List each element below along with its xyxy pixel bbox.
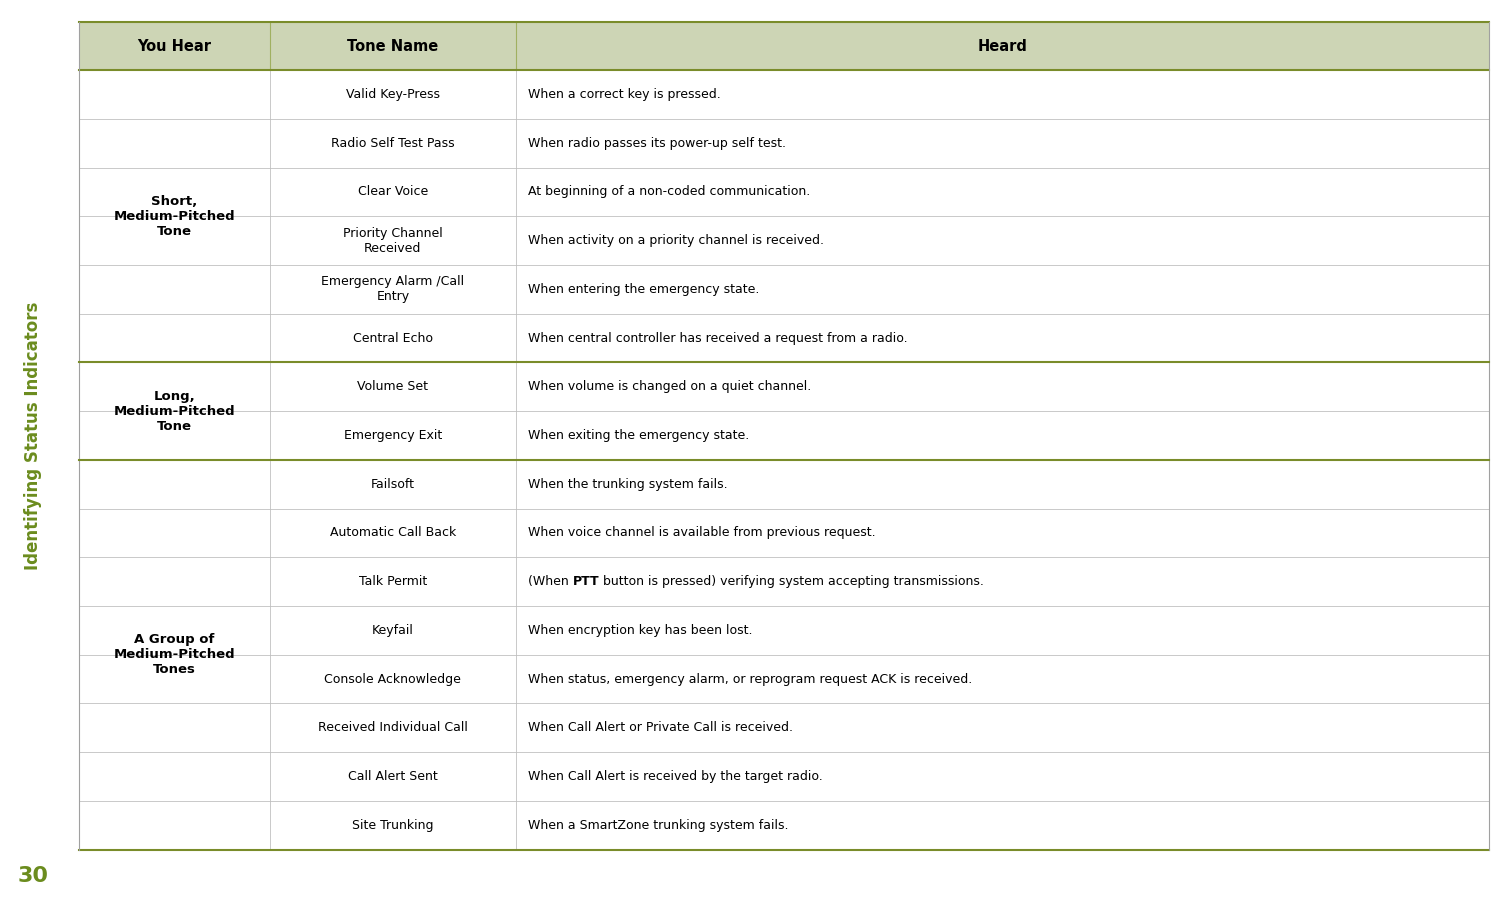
Text: Keyfail: Keyfail [373, 624, 414, 636]
Text: When the trunking system fails.: When the trunking system fails. [528, 477, 727, 491]
Bar [79, 314, 1489, 362]
Text: 30: 30 [18, 866, 48, 886]
Text: Call Alert Sent: Call Alert Sent [349, 770, 438, 783]
Text: Long,
Medium-Pitched
Tone: Long, Medium-Pitched Tone [114, 389, 235, 432]
Bar [79, 557, 1489, 606]
Text: Short,
Medium-Pitched
Tone: Short, Medium-Pitched Tone [114, 195, 235, 237]
Text: When voice channel is available from previous request.: When voice channel is available from pre… [528, 527, 875, 539]
Bar [79, 265, 1489, 314]
Text: Tone Name: Tone Name [347, 39, 438, 54]
Text: When central controller has received a request from a radio.: When central controller has received a r… [528, 332, 908, 344]
Text: Site Trunking: Site Trunking [352, 819, 434, 832]
Text: Console Acknowledge: Console Acknowledge [325, 672, 461, 686]
Bar [79, 362, 1489, 411]
Text: When entering the emergency state.: When entering the emergency state. [528, 283, 760, 296]
Bar [79, 119, 1489, 167]
Text: When activity on a priority channel is received.: When activity on a priority channel is r… [528, 234, 824, 247]
Text: Received Individual Call: Received Individual Call [319, 721, 468, 734]
Text: Priority Channel
Received: Priority Channel Received [343, 227, 443, 254]
Bar [79, 411, 1489, 459]
Text: Valid Key-Press: Valid Key-Press [346, 88, 440, 101]
Text: When a SmartZone trunking system fails.: When a SmartZone trunking system fails. [528, 819, 788, 832]
Text: At beginning of a non-coded communication.: At beginning of a non-coded communicatio… [528, 185, 811, 199]
Text: When Call Alert is received by the target radio.: When Call Alert is received by the targe… [528, 770, 823, 783]
Text: Volume Set: Volume Set [358, 380, 428, 393]
Text: (When: (When [528, 575, 573, 588]
Text: A Group of
Medium-Pitched
Tones: A Group of Medium-Pitched Tones [114, 633, 235, 676]
Text: When Call Alert or Private Call is received.: When Call Alert or Private Call is recei… [528, 721, 793, 734]
Bar [79, 217, 1489, 265]
Text: Radio Self Test Pass: Radio Self Test Pass [331, 137, 455, 150]
Text: Automatic Call Back: Automatic Call Back [329, 527, 456, 539]
Bar [79, 70, 1489, 119]
Bar [79, 801, 1489, 850]
Text: Emergency Alarm /Call
Entry: Emergency Alarm /Call Entry [322, 275, 464, 303]
Text: Failsoft: Failsoft [371, 477, 414, 491]
Text: Talk Permit: Talk Permit [359, 575, 426, 588]
Text: Heard: Heard [977, 39, 1028, 54]
Text: When radio passes its power-up self test.: When radio passes its power-up self test… [528, 137, 785, 150]
Text: When exiting the emergency state.: When exiting the emergency state. [528, 429, 749, 442]
Bar [79, 22, 1489, 70]
Bar [79, 606, 1489, 654]
Text: When status, emergency alarm, or reprogram request ACK is received.: When status, emergency alarm, or reprogr… [528, 672, 972, 686]
Text: When volume is changed on a quiet channel.: When volume is changed on a quiet channe… [528, 380, 811, 393]
Bar [79, 703, 1489, 752]
Text: You Hear: You Hear [138, 39, 211, 54]
Text: PTT: PTT [573, 575, 600, 588]
Text: Central Echo: Central Echo [353, 332, 432, 344]
Bar [79, 752, 1489, 801]
Bar [79, 167, 1489, 217]
Bar [79, 654, 1489, 703]
Bar [79, 509, 1489, 557]
Bar [79, 459, 1489, 509]
Text: Identifying Status Indicators: Identifying Status Indicators [24, 302, 42, 570]
Text: When encryption key has been lost.: When encryption key has been lost. [528, 624, 752, 636]
Text: When a correct key is pressed.: When a correct key is pressed. [528, 88, 721, 101]
Text: Clear Voice: Clear Voice [358, 185, 428, 199]
Text: Emergency Exit: Emergency Exit [344, 429, 441, 442]
Text: button is pressed) verifying system accepting transmissions.: button is pressed) verifying system acce… [600, 575, 984, 588]
